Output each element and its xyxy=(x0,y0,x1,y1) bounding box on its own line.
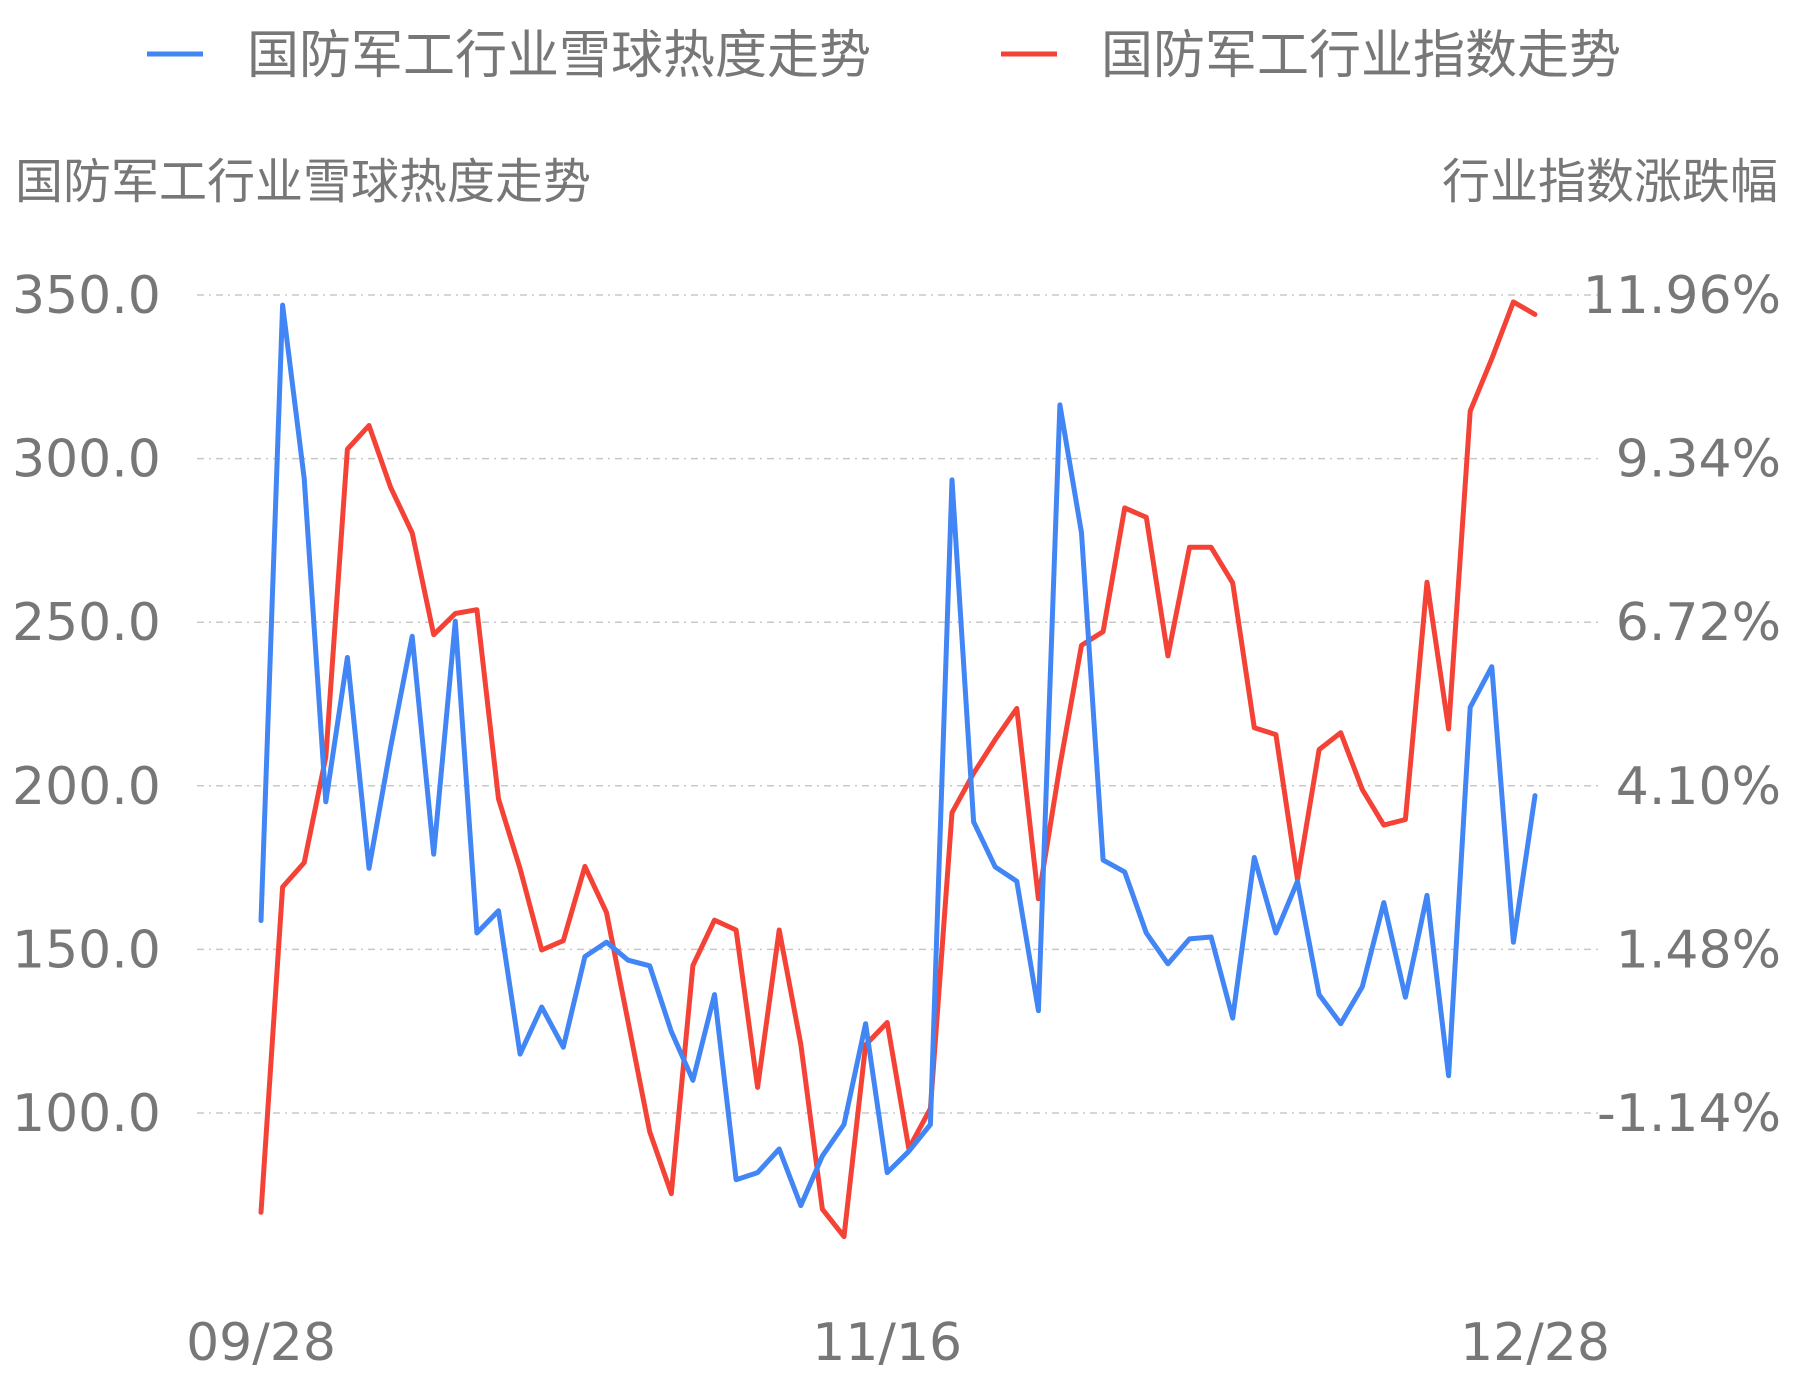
left-tick-label: 200.0 xyxy=(12,757,161,817)
x-tick-label: 11/16 xyxy=(812,1313,962,1373)
right-axis-title: 行业指数涨跌幅 xyxy=(1442,154,1778,210)
left-tick-label: 100.0 xyxy=(12,1084,161,1144)
series-line-index xyxy=(258,299,1538,1240)
left-axis-title: 国防军工行业雪球热度走势 xyxy=(15,154,591,210)
right-tick-label: -1.14% xyxy=(1597,1084,1781,1144)
grid xyxy=(197,294,1600,1114)
series-line-heat xyxy=(258,302,1538,1209)
left-axis-ticks: 100.0 150.0 200.0 250.0 300.0 350.0 xyxy=(12,266,161,1144)
left-tick-label: 150.0 xyxy=(12,920,161,980)
legend-label-index: 国防军工行业指数走势 xyxy=(1101,26,1621,86)
series-layer xyxy=(258,299,1538,1240)
right-tick-label: 1.48% xyxy=(1616,920,1781,980)
x-tick-label: 12/28 xyxy=(1460,1313,1610,1373)
x-tick-label: 09/28 xyxy=(186,1313,336,1373)
left-tick-label: 300.0 xyxy=(12,430,161,490)
right-tick-label: 6.72% xyxy=(1616,593,1781,653)
right-tick-label: 11.96% xyxy=(1583,266,1781,326)
legend: 国防军工行业雪球热度走势 国防军工行业指数走势 xyxy=(147,26,1621,86)
left-tick-label: 250.0 xyxy=(12,593,161,653)
left-tick-label: 350.0 xyxy=(12,266,161,326)
right-axis-ticks: -1.14% 1.48% 4.10% 6.72% 9.34% 11.96% xyxy=(1583,266,1781,1144)
right-tick-label: 9.34% xyxy=(1616,430,1781,490)
legend-label-heat: 国防军工行业雪球热度走势 xyxy=(247,26,871,86)
right-tick-label: 4.10% xyxy=(1616,757,1781,817)
x-axis-ticks: 09/28 11/16 12/28 xyxy=(186,1313,1610,1373)
